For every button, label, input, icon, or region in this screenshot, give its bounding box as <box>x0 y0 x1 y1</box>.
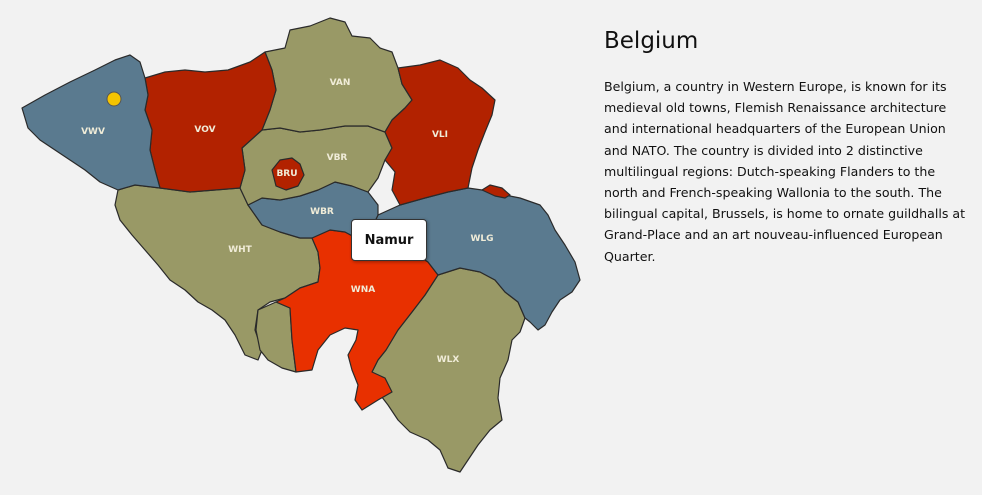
country-title: Belgium <box>604 28 699 54</box>
tooltip-label: Namur <box>364 232 414 248</box>
country-description: Belgium, a country in Western Europe, is… <box>604 79 966 264</box>
province-vli-enclave[interactable] <box>481 184 511 199</box>
belgium-map-svg: VWV VOV VAN VLI VBR BRU WBR WHT WNA WLG … <box>21 17 581 473</box>
province-vli[interactable] <box>384 59 496 206</box>
province-bru[interactable] <box>271 157 305 191</box>
belgium-map: VWV VOV VAN VLI VBR BRU WBR WHT WNA WLG … <box>21 17 581 473</box>
province-tooltip: Namur <box>351 219 427 261</box>
country-info-panel: Belgium Belgium, a country in Western Eu… <box>604 28 966 267</box>
province-van[interactable] <box>261 17 413 133</box>
province-vwv[interactable] <box>21 54 161 191</box>
location-marker-icon[interactable] <box>106 91 122 107</box>
